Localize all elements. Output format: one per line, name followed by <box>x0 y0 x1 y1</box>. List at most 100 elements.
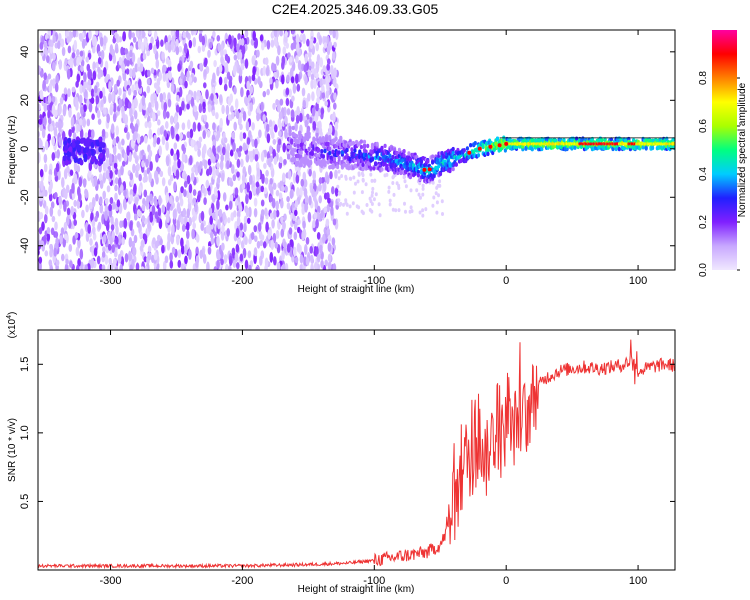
spectrogram-cell <box>352 190 356 195</box>
x-tick-label: -200 <box>231 575 253 587</box>
spectrogram-cell <box>51 152 56 161</box>
spectrogram-cell <box>51 104 56 116</box>
spectrogram-cell <box>290 42 295 51</box>
spectrogram-cell <box>289 189 294 200</box>
spectrogram-cell <box>80 106 84 116</box>
spectrogram-cell <box>49 124 54 132</box>
spectrogram-cell <box>185 30 189 38</box>
spectrogram-cell <box>165 192 170 203</box>
spectrogram-cell <box>58 195 62 205</box>
spectrogram-cell <box>233 37 237 48</box>
spectrogram-cell <box>73 157 78 163</box>
spectrogram-cell <box>251 55 256 66</box>
spectrogram-cell <box>249 102 253 112</box>
spectrogram-cell <box>159 170 164 178</box>
spectrogram-cell <box>193 90 197 101</box>
spectrogram-cell <box>373 178 377 183</box>
spectrogram-cell <box>273 30 278 38</box>
spectrogram-cell <box>325 174 330 185</box>
spectrogram-cell <box>114 184 118 192</box>
spectrogram-cell <box>239 253 244 262</box>
spectrogram-cell <box>294 121 298 132</box>
spectrogram-cell <box>175 121 180 130</box>
spectrogram-cell <box>57 40 61 50</box>
spectrogram-cell <box>46 226 51 235</box>
spectrogram-cell <box>58 32 62 43</box>
spectrogram-cell <box>328 150 332 156</box>
spectrogram-cell <box>39 139 43 150</box>
spectrogram-cell <box>225 204 229 211</box>
spectrogram-cell <box>400 158 405 163</box>
spectrogram-cell <box>147 222 151 229</box>
spectrogram-cell <box>168 195 173 205</box>
spectrogram-cell <box>104 76 108 84</box>
spectrogram-cell <box>294 199 299 208</box>
spectrogram-cell <box>275 79 279 89</box>
spectrogram-cell <box>296 153 300 159</box>
spectrogram-cell <box>77 238 81 249</box>
spectrogram-cell <box>115 125 119 136</box>
spectrogram-cell <box>315 72 319 79</box>
spectrogram-cell <box>315 132 319 138</box>
spectrogram-cell <box>316 54 321 65</box>
spectrogram-cell <box>146 195 150 205</box>
spectrogram-cell <box>183 180 188 188</box>
spectrogram-cell <box>43 102 48 112</box>
spectrogram-cell <box>150 67 155 74</box>
spectrogram-cell <box>190 171 195 182</box>
spectrogram-cell <box>71 86 76 93</box>
spectrogram-cell <box>150 36 154 45</box>
spectrogram-cell <box>221 172 225 182</box>
spectrogram-cell <box>189 60 194 69</box>
spectrogram-cell <box>54 231 59 238</box>
spectrogram-cell <box>190 138 195 148</box>
spectrogram-cell <box>112 102 117 113</box>
spectrogram-cell <box>361 162 365 167</box>
spectrogram-cell <box>105 158 110 168</box>
spectrogram-cell <box>334 121 339 131</box>
spectrogram-cell <box>269 77 273 85</box>
spectrogram-cell <box>229 149 234 157</box>
y-tick-label: 20 <box>19 94 31 106</box>
spectrogram-cell <box>294 256 299 264</box>
spectrogram-cell <box>320 107 325 115</box>
spectrogram-cell <box>95 139 100 146</box>
spectrogram-cell <box>117 234 122 246</box>
spectrogram-cell <box>148 172 152 183</box>
spectrogram-cell <box>178 45 183 53</box>
spectrogram-cell <box>198 103 203 114</box>
spectrogram-cell <box>325 90 330 99</box>
spectrogram-cell <box>331 71 335 79</box>
spectrogram-cell <box>334 136 338 141</box>
spectrogram-cell <box>212 72 216 84</box>
spectrogram-cell <box>437 193 440 198</box>
spectrogram-cell <box>141 95 146 107</box>
spectrogram-cell <box>70 205 74 216</box>
spectrogram-cell <box>229 180 234 187</box>
spectrogram-cell <box>38 103 41 111</box>
spectrogram-cell <box>165 141 169 151</box>
spectrogram-cell <box>78 118 83 126</box>
spectrogram-cell <box>304 119 309 128</box>
spectrogram-cell <box>199 62 203 71</box>
spectrogram-cell <box>173 181 177 192</box>
spectrogram-cell <box>138 78 142 89</box>
spectrogram-cell <box>95 193 99 202</box>
spectrogram-cell <box>318 120 322 131</box>
spectrogram-cell <box>156 137 161 145</box>
spectrogram-cell <box>308 116 313 124</box>
spectrogram-cell <box>197 165 202 174</box>
spectrogram-cell <box>254 153 259 162</box>
spectrogram-cell <box>208 207 213 216</box>
spectrogram-cell <box>292 172 297 184</box>
spectrogram-cell <box>345 147 349 153</box>
spectrogram-cell <box>225 150 230 160</box>
spectrogram-cell <box>283 241 287 249</box>
spectrogram-cell <box>273 36 278 47</box>
spectrogram-cell <box>100 49 105 60</box>
spectrogram-cell <box>284 128 288 140</box>
spectrogram-cell <box>339 201 343 206</box>
spectrogram-cell <box>212 144 216 155</box>
spectrogram-cell <box>378 213 382 218</box>
spectrogram-cell <box>246 80 250 90</box>
